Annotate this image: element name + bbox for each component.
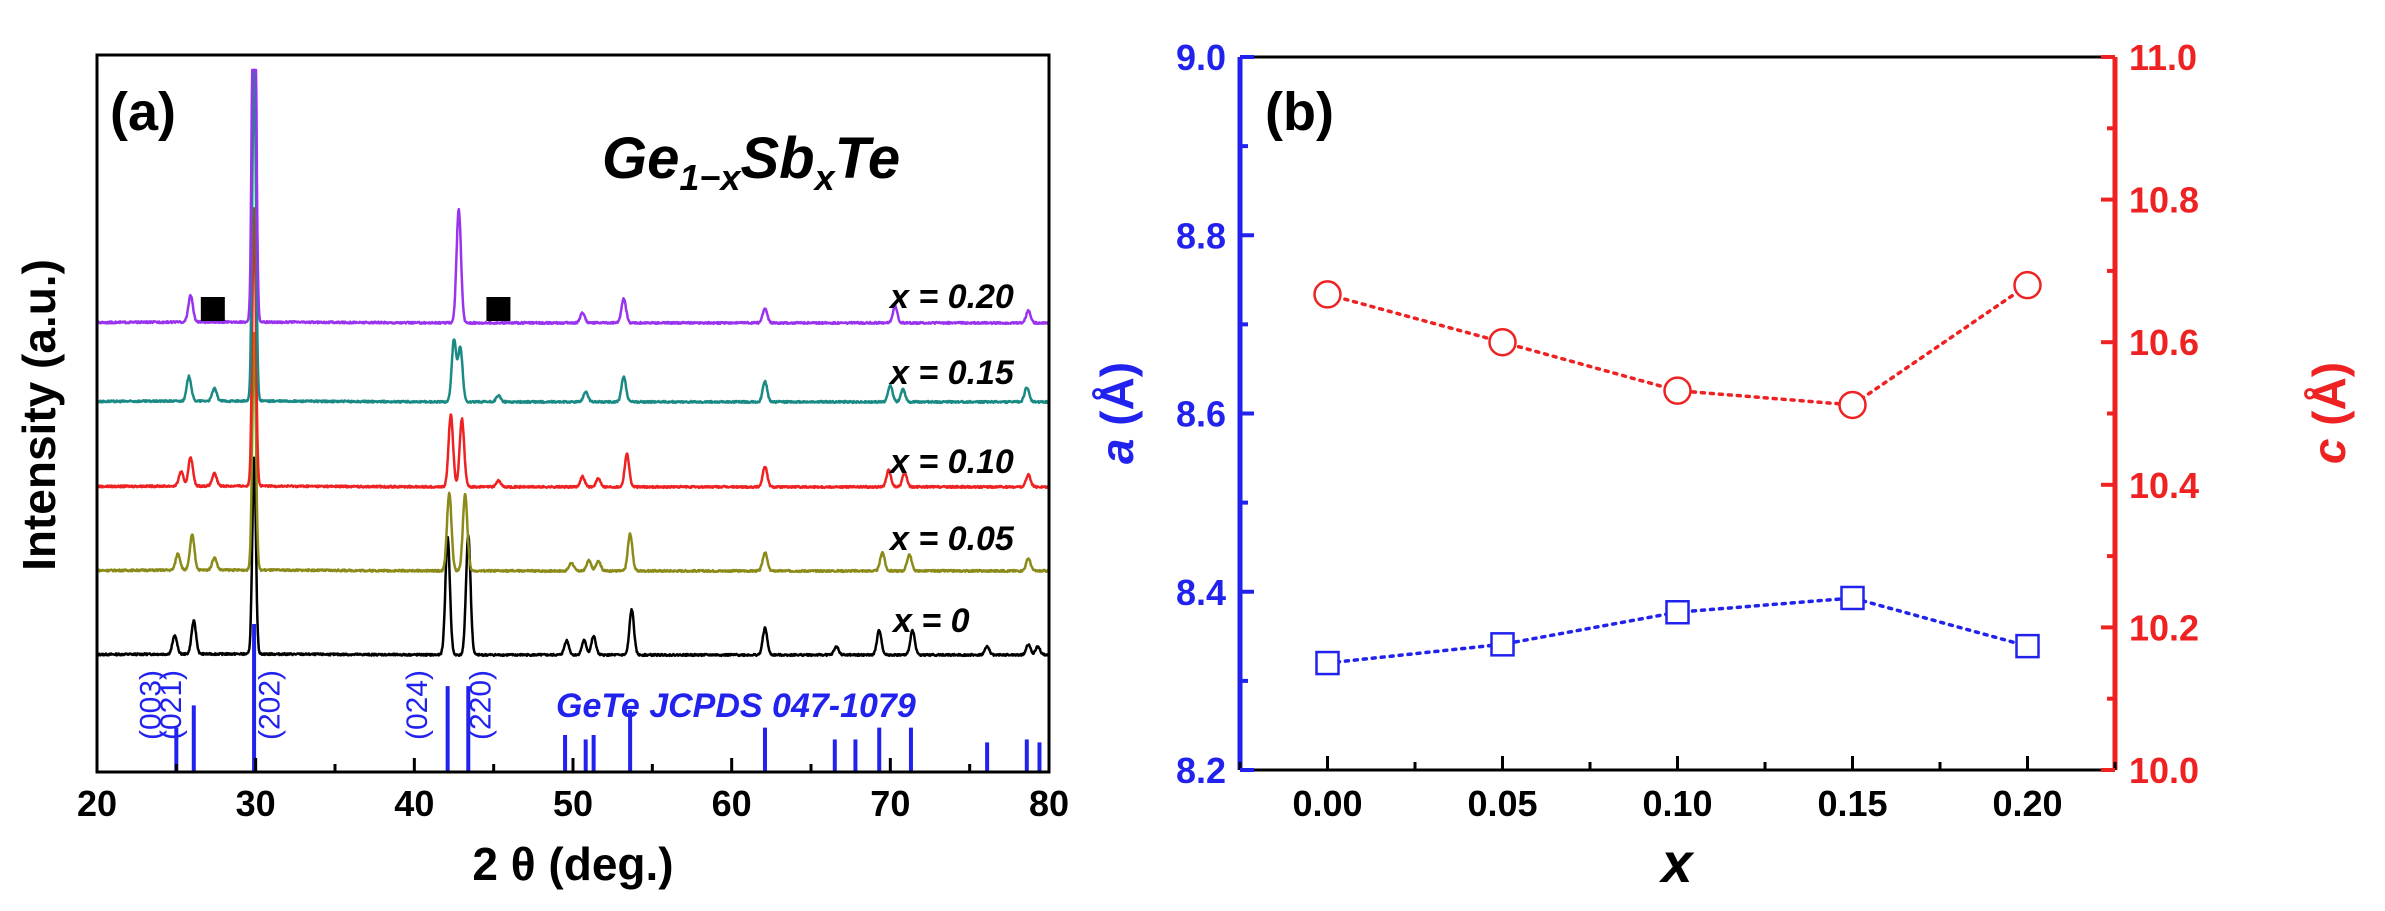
hkl-label-003: (003) (135, 670, 168, 740)
b-left-tick-label: 8.6 (1176, 394, 1226, 435)
b-right-tick-label: 10.2 (2129, 607, 2199, 648)
b-x-tick-label: 0.15 (1817, 783, 1887, 824)
data-point-a (2015, 633, 2040, 659)
curve-label-x-0: x = 0 (891, 602, 970, 640)
curve-label-x-0.05: x = 0.05 (888, 520, 1015, 558)
b-right-tick-label: 10.0 (2129, 750, 2199, 791)
b-left-axis-title: a (Å) (1091, 362, 1143, 464)
panel-b: 0.00 0.05 0.10 0.15 0.20 8.2 8.4 8.6 8.8 9.0 10.0 1… (1091, 37, 2355, 894)
curve-label-x-0.10: x = 0.10 (888, 443, 1014, 481)
panel-a-frame (95, 53, 1051, 774)
hkl-label-202: (202) (254, 670, 287, 740)
b-series (1313, 270, 2042, 676)
b-x-tick-label: 0.00 (1292, 783, 1362, 824)
a-y-axis-title: Intensity (a.u.) (13, 259, 65, 571)
a-x-tick-label: 20 (77, 783, 117, 824)
b-x-tick-label: 0.05 (1467, 783, 1537, 824)
reference-label: GeTe JCPDS 047-1079 (556, 687, 916, 725)
b-x-tick-label: 0.10 (1642, 783, 1712, 824)
panel-b-label: (b) (1265, 82, 1334, 142)
impurity-square-marker (200, 297, 225, 321)
xrd-trace (96, 456, 1050, 658)
a-x-tick-label: 30 (236, 783, 276, 824)
hkl-label-220: (220) (465, 670, 498, 740)
impurity-square-marker (486, 297, 511, 321)
curve-label-x-0.15: x = 0.15 (888, 354, 1015, 392)
b-right-tick-label: 11.0 (2129, 37, 2197, 78)
data-point-c (1838, 390, 1867, 420)
impurity-markers (200, 297, 511, 321)
b-right-tick-label: 10.6 (2129, 322, 2199, 363)
hkl-label-021: (021) (155, 670, 188, 740)
curve-label-x-0.20: x = 0.20 (888, 278, 1014, 316)
a-x-tick-label: 80 (1029, 783, 1069, 824)
b-x-axis-title: x (1658, 831, 1695, 894)
panel-a: 20 30 40 50 60 70 80 (a) Ge1−xSbxTe Intensity … (13, 53, 1069, 890)
a-x-tick-label: 70 (870, 783, 910, 824)
xrd-trace (95, 68, 1051, 326)
a-x-axis: 20 30 40 50 60 70 80 (77, 758, 1069, 824)
b-left-tick-label: 8.2 (1176, 750, 1226, 791)
a-x-axis-title: 2 θ (deg.) (472, 838, 673, 890)
data-point-a (1840, 585, 1865, 611)
xrd-trace (96, 331, 1050, 574)
b-right-tick-label: 10.8 (2129, 180, 2199, 221)
data-point-a (1490, 632, 1515, 657)
a-x-tick-label: 60 (712, 783, 752, 824)
xrd-trace (95, 68, 1050, 405)
hkl-label-024: (024) (401, 670, 434, 740)
b-x-tick-label: 0.20 (1992, 783, 2062, 824)
a-x-tick-label: 40 (394, 783, 434, 824)
b-left-tick-label: 8.8 (1176, 215, 1226, 256)
b-left-tick-label: 9.0 (1176, 37, 1226, 78)
b-axes-ticks: 0.00 0.05 0.10 0.15 0.20 8.2 8.4 8.6 8.8 9.0 10.0 1… (1176, 37, 2199, 824)
data-point-c (2013, 270, 2042, 300)
data-point-c (1663, 376, 1692, 405)
data-point-c (1488, 327, 1517, 357)
data-point-a (1315, 650, 1340, 676)
b-right-axis-title: c (Å) (2303, 362, 2355, 464)
data-point-c (1313, 280, 1342, 309)
b-left-tick-label: 8.4 (1176, 572, 1226, 613)
panel-a-label: (a) (110, 82, 176, 142)
b-right-tick-label: 10.4 (2129, 465, 2199, 506)
panel-a-title: Ge1−xSbxTe (602, 126, 900, 198)
a-x-tick-label: 50 (553, 783, 593, 824)
a-traces (95, 68, 1051, 658)
data-point-a (1665, 599, 1690, 625)
